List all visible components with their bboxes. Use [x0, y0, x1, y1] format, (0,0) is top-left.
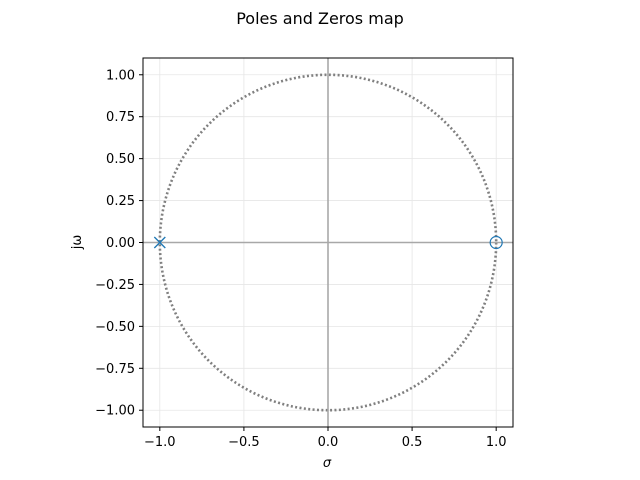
y-tick-label: −0.25	[95, 278, 135, 293]
y-tick-label: −1.00	[95, 404, 135, 419]
pole-marker-stroke	[153, 236, 166, 249]
x-tick-label: 1.0	[486, 435, 507, 450]
markers	[153, 235, 503, 250]
origin-axes	[143, 58, 513, 427]
pole-marker	[153, 236, 166, 249]
x-tick-label: 0.0	[318, 435, 339, 450]
y-tick-label: −0.75	[95, 362, 135, 377]
x-tick-label: 0.5	[402, 435, 423, 450]
y-tick-label: 0.25	[106, 194, 135, 209]
zero-marker	[489, 235, 503, 250]
y-tick-label: 0.00	[106, 236, 135, 251]
y-tick-label: 0.75	[106, 110, 135, 125]
chart-title: Poles and Zeros map	[236, 9, 404, 28]
x-axis-label: σ	[323, 456, 332, 471]
x-tick-label: −0.5	[228, 435, 260, 450]
x-tick-label: −1.0	[144, 435, 176, 450]
y-tick-label: 1.00	[106, 68, 135, 83]
y-tick-label: −0.50	[95, 320, 135, 335]
y-axis-label: jω	[70, 235, 85, 251]
y-tick-label: 0.50	[106, 152, 135, 167]
x-ticks: −1.0 −0.5 0.0 0.5 1.0	[144, 427, 507, 450]
y-ticks: 1.00 0.75 0.50 0.25 0.00 −0.25 −0.50 −0.75 −1.00	[95, 68, 143, 419]
